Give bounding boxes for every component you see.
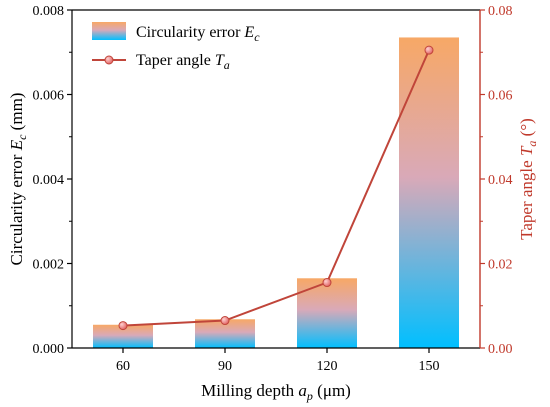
taper-point-90: [220, 316, 230, 326]
legend-label-taper: Taper angle Ta: [136, 52, 230, 72]
x-tick-label: 120: [317, 359, 338, 374]
line-group: [118, 45, 434, 331]
taper-point-60: [118, 321, 128, 331]
right-tick-label: 0.06: [488, 89, 513, 104]
left-tick-label: 0.008: [33, 4, 65, 19]
taper-point-150: [424, 45, 434, 55]
legend: Circularity error Ec Taper angle Ta: [92, 22, 260, 72]
left-tick-label: 0.002: [33, 258, 65, 273]
bar-120: [297, 278, 357, 348]
left-axis-label: Circularity error Ec (mm): [7, 93, 29, 266]
x-tick-label: 150: [419, 359, 440, 374]
right-tick-label: 0.04: [488, 173, 513, 188]
x-axis-label: Milling depth ap (μm): [201, 381, 351, 403]
legend-label-circularity: Circularity error Ec: [136, 24, 260, 44]
taper-point-120: [322, 278, 332, 288]
right-tick-label: 0.00: [488, 342, 513, 357]
left-tick-label: 0.006: [33, 89, 65, 104]
left-tick-label: 0.000: [33, 342, 65, 357]
x-tick-label: 60: [116, 359, 130, 374]
legend-marker-swatch: [104, 55, 114, 65]
legend-bar-swatch: [92, 22, 126, 40]
axes-group: 0.000 0.002 0.004 0.006 0.008 0.00 0.02 0.04 0.0…: [7, 4, 539, 403]
right-tick-label: 0.02: [488, 258, 513, 273]
bars-group: [93, 37, 459, 349]
bar-60: [93, 324, 153, 348]
right-tick-label: 0.08: [488, 4, 513, 19]
bar-150: [399, 37, 459, 349]
left-tick-label: 0.004: [33, 173, 65, 188]
taper-angle-line: [122, 49, 430, 327]
right-axis-label: Taper angle Ta (°): [517, 118, 539, 240]
x-tick-label: 90: [218, 359, 232, 374]
